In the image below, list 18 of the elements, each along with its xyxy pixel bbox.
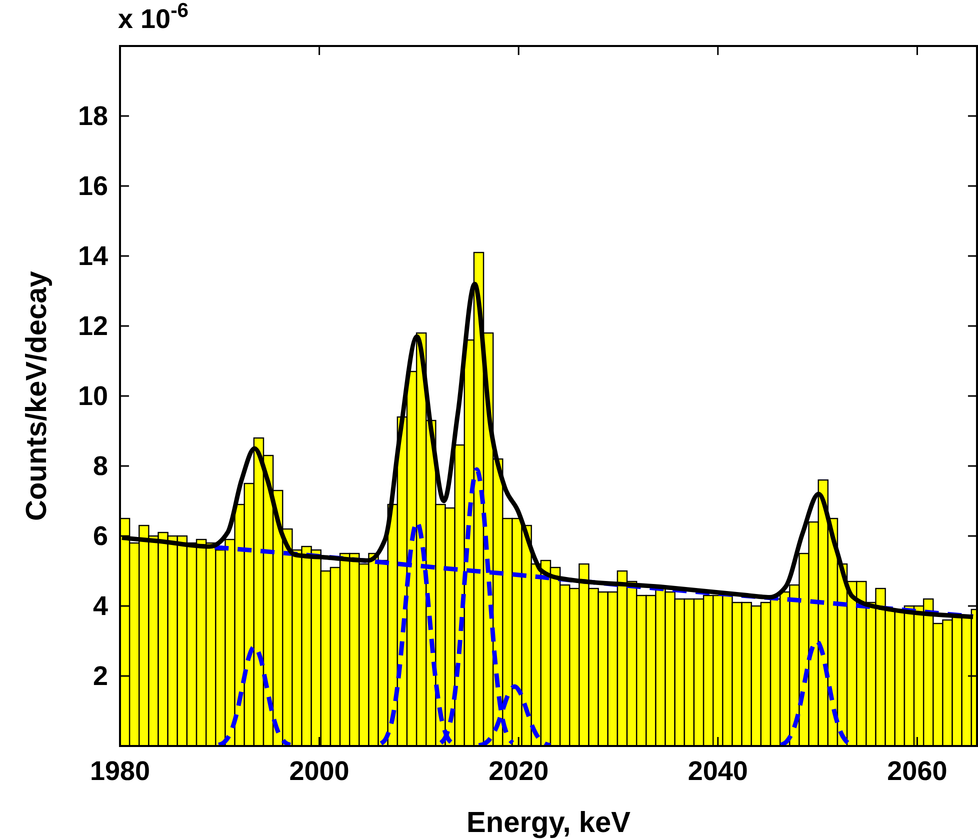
y-tick-label: 4 [92,591,108,621]
y-tick-label: 8 [92,451,108,481]
x-axis-title: Energy, keV [466,807,632,839]
y-tick-label: 14 [78,241,108,271]
x-tick-label: 1980 [90,756,150,786]
y-tick-label: 16 [78,171,108,201]
y-tick-label: 18 [78,101,108,131]
x-tick-label: 2040 [688,756,748,786]
y-axis-title: Counts/keV/decay [21,271,53,521]
y-tick-label: 2 [92,661,108,691]
y-tick-label: 6 [92,521,108,551]
y-tick-label: 12 [78,311,108,341]
line-series [216,644,293,746]
text: x 10$^{-6}$ [118,0,189,34]
y-tick-label: 10 [78,381,108,411]
x-tick-label: 2060 [887,756,948,786]
x-tick-label: 2000 [289,756,350,786]
x-tick-label: 2020 [488,756,549,786]
